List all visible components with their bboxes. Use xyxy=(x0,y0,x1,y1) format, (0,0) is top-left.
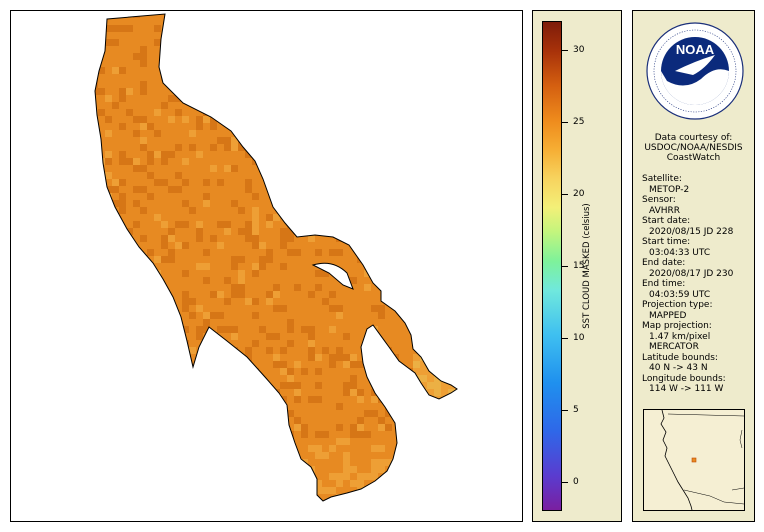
lake-shoreline xyxy=(94,13,458,502)
credit-line-1: Data courtesy of: xyxy=(654,133,733,143)
colorbar-tick-label: 5 xyxy=(573,405,579,416)
colorbar-title: SST CLOUD MASKED (celsius) xyxy=(582,203,592,329)
sst-map[interactable] xyxy=(11,11,522,521)
colorbar-tick-label: 30 xyxy=(573,44,585,55)
start-time-label: Start time: xyxy=(642,237,691,247)
end-time-value: 04:03:59 UTC xyxy=(649,289,711,300)
sensor-value: AVHRR xyxy=(649,205,681,216)
location-square-icon xyxy=(691,457,697,463)
colorbar-tick-label: 20 xyxy=(573,188,585,199)
start-date-label: Start date: xyxy=(642,216,691,226)
start-date-value: 2020/08/15 JD 228 xyxy=(649,226,734,237)
colorbar-tick-label: 0 xyxy=(573,477,579,488)
canada-border xyxy=(667,413,744,417)
end-date-label: End date: xyxy=(642,258,686,268)
map-projection-label: Map projection: xyxy=(642,321,712,331)
gulf-coast xyxy=(731,487,744,491)
colorbar-panel: 0 5 10 15 20 25 30 SST CLOUD MASKED (celsius) xyxy=(532,10,622,522)
sensor-label: Sensor: xyxy=(642,195,676,205)
map-projection-value-1: 1.47 km/pixel xyxy=(649,331,711,342)
lake-sst-area xyxy=(95,14,457,501)
noaa-logo-text: NOAA xyxy=(676,42,715,57)
colorbar-tick-label: 15 xyxy=(573,261,585,271)
colorbar-tick xyxy=(562,266,568,267)
start-time-value: 03:04:33 UTC xyxy=(649,247,711,258)
us-west-coastline xyxy=(660,410,693,510)
longitude-bounds-value: 114 W -> 111 W xyxy=(649,384,724,394)
land-cutout xyxy=(311,262,354,290)
colorbar-tick xyxy=(562,49,568,51)
end-time-label: End time: xyxy=(642,279,686,289)
colorbar-tick xyxy=(562,121,568,123)
colorbar-tick xyxy=(562,338,568,340)
mexico-border xyxy=(683,489,744,505)
colorbar-tick-label: 25 xyxy=(573,116,585,127)
credit-line-2: USDOC/NOAA/NESDIS xyxy=(644,143,743,153)
colorbar-tick xyxy=(562,193,568,195)
noaa-logo: NOAA xyxy=(646,22,744,120)
latitude-bounds-label: Latitude bounds: xyxy=(642,352,718,363)
colorbar-tick xyxy=(562,482,568,484)
projection-type-label: Projection type: xyxy=(642,300,713,310)
projection-type-value: MAPPED xyxy=(649,310,687,321)
map-panel[interactable] xyxy=(10,10,523,522)
east-coast xyxy=(739,429,743,449)
metadata-list: Satellite: METOP-2 Sensor: AVHRR Start d… xyxy=(642,174,733,395)
longitude-bounds-label: Longitude bounds: xyxy=(642,373,726,384)
info-panel: NOAA Data courtesy of: USDOC/NOAA/NESDIS… xyxy=(632,10,755,522)
credit-line-3: CoastWatch xyxy=(666,153,721,163)
latitude-bounds-value: 40 N -> 43 N xyxy=(649,363,708,373)
satellite-value: METOP-2 xyxy=(649,184,690,195)
satellite-label: Satellite: xyxy=(642,174,682,184)
colorbar-tick xyxy=(562,410,568,412)
colorbar-tick-label: 10 xyxy=(573,333,585,344)
map-projection-value-2: MERCATOR xyxy=(649,342,699,352)
end-date-value: 2020/08/17 JD 230 xyxy=(649,268,734,279)
locator-minimap xyxy=(643,409,745,511)
sst-colorbar xyxy=(542,21,562,511)
